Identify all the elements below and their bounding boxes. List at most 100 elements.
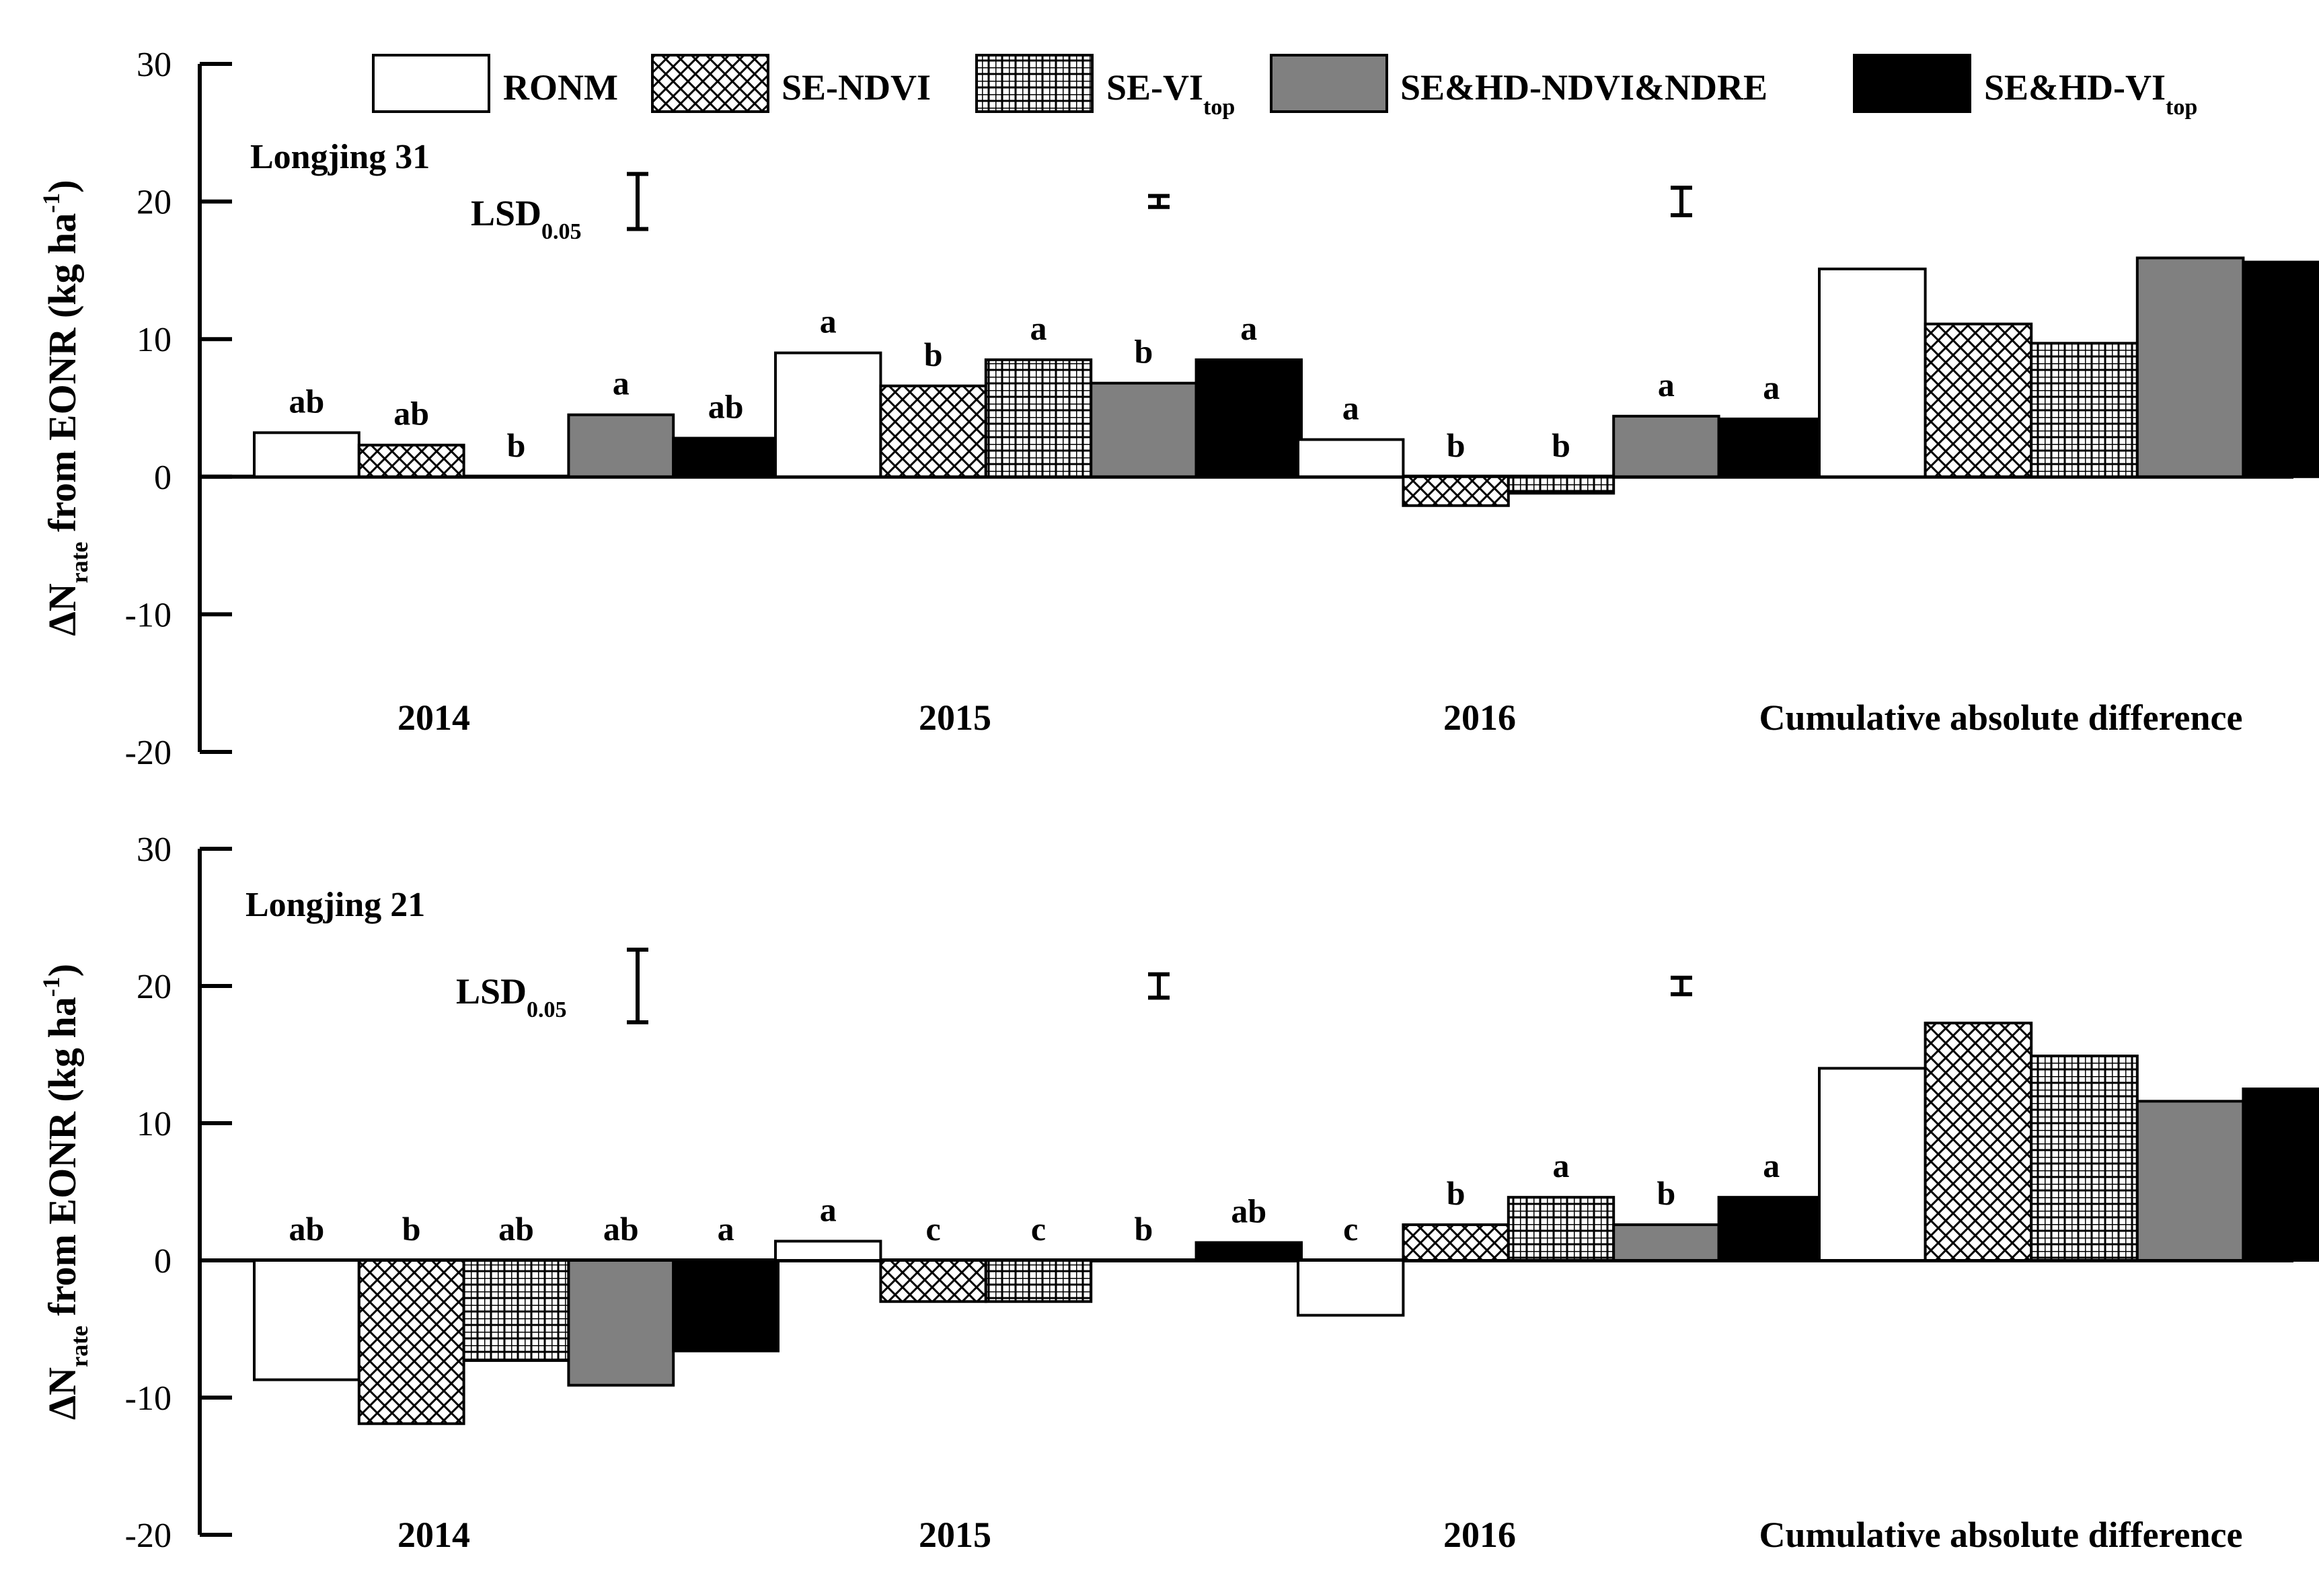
significance-letter: c bbox=[1031, 1210, 1046, 1248]
legend-label-4: SE&HD-NDVI&NDRE bbox=[1400, 67, 1767, 108]
panel-a: 30 20 10 0 -10 -20 ΔNrate from EONR (kg ha-1) L… bbox=[38, 46, 2319, 772]
y-tick-label: -20 bbox=[125, 1517, 172, 1555]
bar-b-1-1 bbox=[879, 1259, 987, 1303]
lsd-subscript: 0.05 bbox=[527, 997, 567, 1022]
bar-b-1-2 bbox=[984, 1259, 1093, 1303]
legend-label-5: SE&HD-VItop bbox=[1984, 67, 2197, 120]
significance-letter: a bbox=[1030, 309, 1047, 347]
bar-b-1-0 bbox=[774, 1240, 882, 1262]
legend-name: SE&HD-VI bbox=[1984, 67, 2166, 108]
y-tick-label: 30 bbox=[137, 46, 172, 84]
bar-b-0-1 bbox=[357, 1259, 465, 1425]
legend-swatch-5 bbox=[1853, 54, 1971, 113]
legend-name: SE-VI bbox=[1106, 67, 1203, 108]
bar-a-3-2 bbox=[2030, 342, 2139, 478]
category-label: 2014 bbox=[397, 1515, 470, 1555]
bar-a-2-3 bbox=[1612, 414, 1720, 478]
significance-letter: c bbox=[925, 1210, 940, 1248]
significance-letter: ab bbox=[393, 395, 429, 432]
legend-name: SE-NDVI bbox=[782, 67, 931, 108]
category-label: 2016 bbox=[1443, 1515, 1516, 1555]
significance-letter: ab bbox=[708, 388, 744, 426]
bar-a-1-2 bbox=[984, 358, 1093, 478]
significance-letter: a bbox=[718, 1210, 734, 1248]
legend-swatch-4 bbox=[1270, 54, 1388, 113]
significance-letter: a bbox=[1553, 1147, 1570, 1184]
significance-letter: b bbox=[1134, 1210, 1153, 1248]
cultivar-label: Longjing 21 bbox=[245, 886, 425, 924]
bar-a-2-4 bbox=[1717, 417, 1826, 478]
significance-letter: a bbox=[1240, 309, 1257, 347]
y-tick-label: 20 bbox=[137, 184, 172, 222]
lsd-subscript: 0.05 bbox=[541, 219, 582, 244]
significance-letter: ab bbox=[603, 1210, 639, 1248]
bar-a-2-2 bbox=[1507, 475, 1615, 495]
category-label: 2014 bbox=[397, 697, 470, 738]
ylabel-subscript: rate bbox=[66, 1326, 93, 1367]
bar-a-1-3 bbox=[1090, 381, 1198, 478]
legend-subscript: top bbox=[1203, 95, 1235, 120]
significance-letter: b bbox=[1552, 426, 1570, 464]
y-tick-label: 0 bbox=[154, 1242, 172, 1281]
lsd-error-bar bbox=[1671, 975, 1692, 997]
legend-swatch-3 bbox=[975, 54, 1094, 113]
lsd-error-bar bbox=[627, 172, 648, 231]
legend: RONM SE-NDVI SE-VItop SE&HD-NDVI&NDRE SE&HD-… bbox=[372, 54, 2197, 120]
lsd-error-bar bbox=[1671, 186, 1692, 218]
bar-b-3-2 bbox=[2030, 1055, 2139, 1262]
bar-a-3-4 bbox=[2242, 260, 2319, 478]
bar-b-3-1 bbox=[1924, 1022, 2033, 1262]
y-tick-label: -20 bbox=[125, 734, 172, 772]
bar-b-1-4 bbox=[1194, 1241, 1303, 1262]
significance-letter: b bbox=[1657, 1174, 1675, 1212]
bar-a-2-1 bbox=[1402, 475, 1510, 507]
y-tick-label: 10 bbox=[137, 321, 172, 359]
legend-label-3: SE-VItop bbox=[1106, 67, 1235, 120]
lsd-text: LSD bbox=[471, 193, 541, 233]
y-tick-label: 20 bbox=[137, 968, 172, 1006]
lsd-error-bar bbox=[1148, 972, 1170, 1000]
ylabel-close: ) bbox=[40, 180, 84, 192]
lsd-label: LSD0.05 bbox=[456, 971, 567, 1022]
y-tick-label: -10 bbox=[125, 596, 172, 634]
significance-letter: a bbox=[1763, 1147, 1780, 1184]
significance-letter: b bbox=[1134, 333, 1153, 371]
bar-a-1-1 bbox=[879, 384, 987, 478]
significance-letter: a bbox=[820, 1190, 837, 1228]
significance-letter: a bbox=[613, 365, 630, 402]
bar-b-3-0 bbox=[1818, 1067, 1927, 1262]
lsd-label: LSD0.05 bbox=[471, 193, 582, 244]
panels: 30 20 10 0 -10 -20 ΔNrate from EONR (kg ha-1) L… bbox=[38, 46, 2319, 1555]
ylabel-superscript: -1 bbox=[38, 977, 65, 997]
bar-b-3-4 bbox=[2242, 1088, 2319, 1262]
bar-b-2-1 bbox=[1402, 1223, 1510, 1262]
legend-swatch-1 bbox=[372, 54, 490, 113]
legend-name: SE&HD-NDVI&NDRE bbox=[1400, 67, 1767, 108]
y-axis-label: ΔNrate from EONR (kg ha-1) bbox=[38, 964, 93, 1420]
bar-a-3-3 bbox=[2135, 256, 2245, 478]
category-label: 2016 bbox=[1443, 697, 1516, 738]
ylabel-delta-n: ΔN bbox=[40, 1367, 84, 1420]
category-label: Cumulative absolute difference bbox=[1759, 1515, 2243, 1555]
ylabel-text: from EONR (kg ha bbox=[40, 997, 84, 1326]
bar-b-2-3 bbox=[1612, 1223, 1720, 1262]
legend-label-1: RONM bbox=[503, 67, 618, 108]
bar-a-1-0 bbox=[774, 351, 882, 478]
category-label: Cumulative absolute difference bbox=[1759, 697, 2243, 738]
legend-label-2: SE-NDVI bbox=[782, 67, 931, 108]
bar-b-0-0 bbox=[253, 1259, 360, 1381]
significance-letter: b bbox=[1447, 1174, 1466, 1212]
legend-name: RONM bbox=[503, 67, 618, 108]
bar-a-0-4 bbox=[672, 436, 780, 478]
bar-a-0-1 bbox=[357, 443, 465, 478]
bar-b-0-2 bbox=[462, 1259, 570, 1362]
ylabel-close: ) bbox=[40, 964, 84, 977]
bar-a-0-3 bbox=[567, 413, 675, 478]
y-tick-label: 10 bbox=[137, 1105, 172, 1143]
significance-letter: a bbox=[1763, 369, 1780, 406]
y-tick-label: -10 bbox=[125, 1379, 172, 1418]
significance-letter: b bbox=[924, 336, 943, 373]
bar-a-0-0 bbox=[253, 431, 360, 478]
bar-b-0-4 bbox=[672, 1259, 780, 1353]
